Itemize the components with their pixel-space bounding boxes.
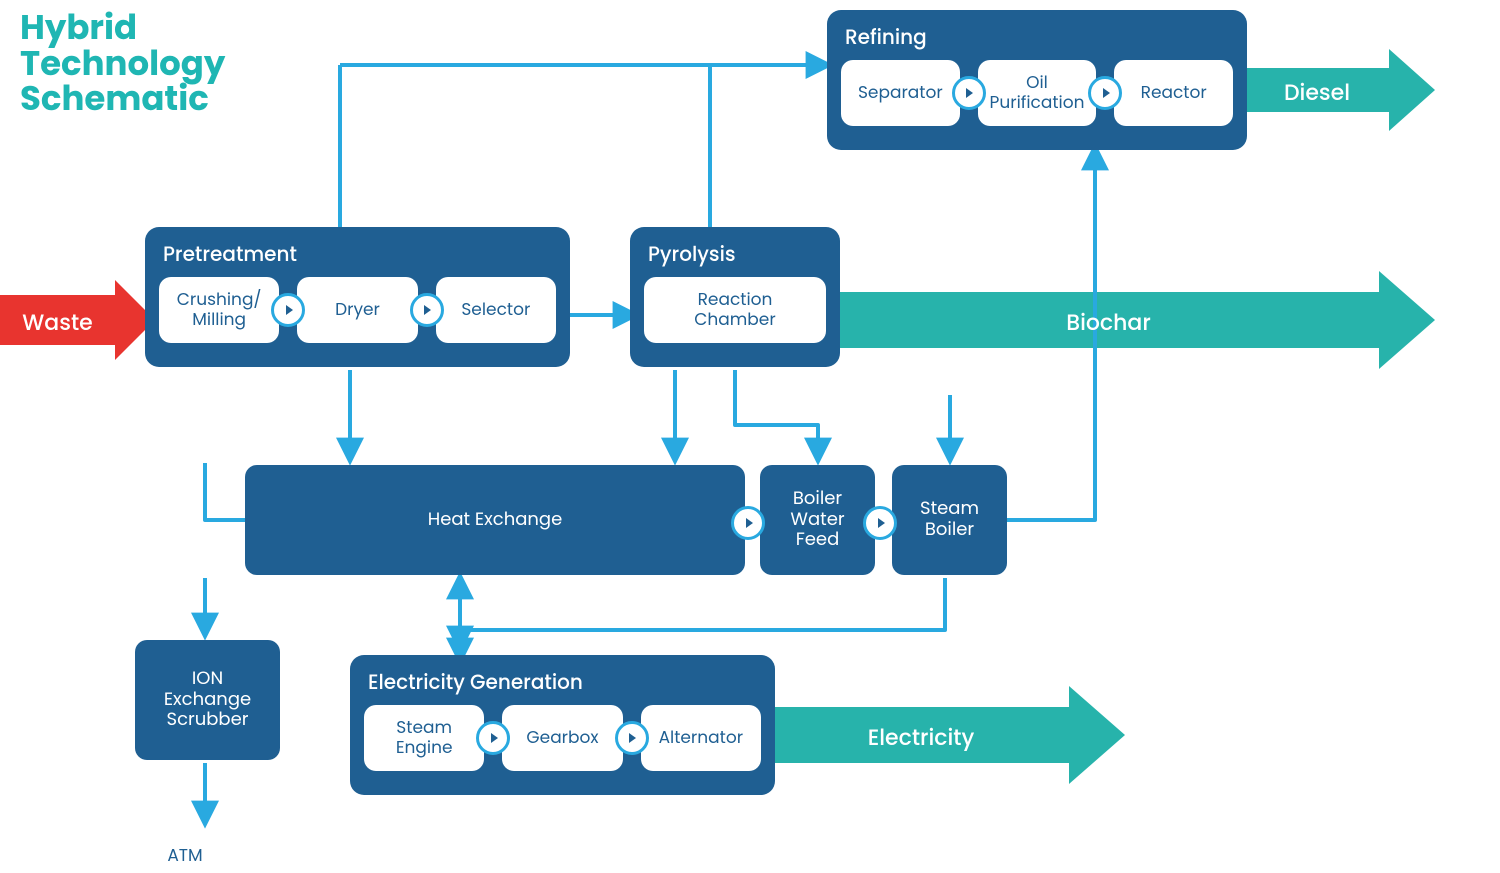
chevron-right-icon bbox=[966, 88, 973, 98]
group-pretreatment: Pretreatment Crushing/ Milling Dryer Selec… bbox=[145, 227, 570, 367]
box-boiler-water-feed: Boiler Water Feed bbox=[760, 465, 875, 575]
pill: Dryer bbox=[297, 277, 417, 343]
atm-label: ATM bbox=[155, 842, 215, 868]
group-electricity-generation: Electricity Generation Steam Engine Gearb… bbox=[350, 655, 775, 795]
box-heat-exchange: Heat Exchange bbox=[245, 465, 745, 575]
input-label-waste: Waste bbox=[0, 306, 115, 339]
pill: Oil Purification bbox=[978, 60, 1097, 126]
flow-edge bbox=[735, 370, 818, 460]
connector-heat-to-feed bbox=[731, 506, 765, 540]
output-label-diesel: Diesel bbox=[1245, 76, 1389, 109]
group-title-pretreatment: Pretreatment bbox=[163, 239, 556, 269]
chevron-right-icon bbox=[746, 518, 753, 528]
pill: Alternator bbox=[641, 705, 761, 771]
chevron-right-icon bbox=[424, 305, 431, 315]
pill: Selector bbox=[436, 277, 556, 343]
connector-icon bbox=[410, 293, 444, 327]
pill-row-pretreatment: Crushing/ Milling Dryer Selector bbox=[159, 277, 556, 343]
connector-feed-to-boiler bbox=[863, 506, 897, 540]
chevron-right-icon bbox=[1103, 88, 1110, 98]
pill: Reactor bbox=[1114, 60, 1233, 126]
box-steam-boiler: Steam Boiler bbox=[892, 465, 1007, 575]
connector-icon bbox=[615, 721, 649, 755]
pill-row-pyrolysis: Reaction Chamber bbox=[644, 277, 826, 343]
pill: Steam Engine bbox=[364, 705, 484, 771]
pill: Separator bbox=[841, 60, 960, 126]
group-title-electricity: Electricity Generation bbox=[368, 667, 761, 697]
chevron-right-icon bbox=[491, 733, 498, 743]
pill-row-refining: Separator Oil Purification Reactor bbox=[841, 60, 1233, 126]
flow-edge bbox=[460, 578, 945, 660]
box-ion-exchange-scrubber: ION Exchange Scrubber bbox=[135, 640, 280, 760]
group-title-pyrolysis: Pyrolysis bbox=[648, 239, 826, 269]
group-title-refining: Refining bbox=[845, 22, 1233, 52]
chevron-right-icon bbox=[286, 305, 293, 315]
schematic-canvas: Hybrid Technology Schematic Pretreatment… bbox=[0, 0, 1500, 873]
pill: Gearbox bbox=[502, 705, 622, 771]
connector-icon bbox=[952, 76, 986, 110]
pill: Crushing/ Milling bbox=[159, 277, 279, 343]
output-label-biochar: Biochar bbox=[838, 306, 1379, 339]
output-label-electricity: Electricity bbox=[773, 721, 1069, 754]
chevron-right-icon bbox=[878, 518, 885, 528]
diagram-title: Hybrid Technology Schematic bbox=[20, 10, 225, 117]
pill-row-electricity: Steam Engine Gearbox Alternator bbox=[364, 705, 761, 771]
flow-edge bbox=[205, 463, 245, 520]
group-pyrolysis: Pyrolysis Reaction Chamber bbox=[630, 227, 840, 367]
pill: Reaction Chamber bbox=[644, 277, 826, 343]
chevron-right-icon bbox=[629, 733, 636, 743]
group-refining: Refining Separator Oil Purification Reacto… bbox=[827, 10, 1247, 150]
